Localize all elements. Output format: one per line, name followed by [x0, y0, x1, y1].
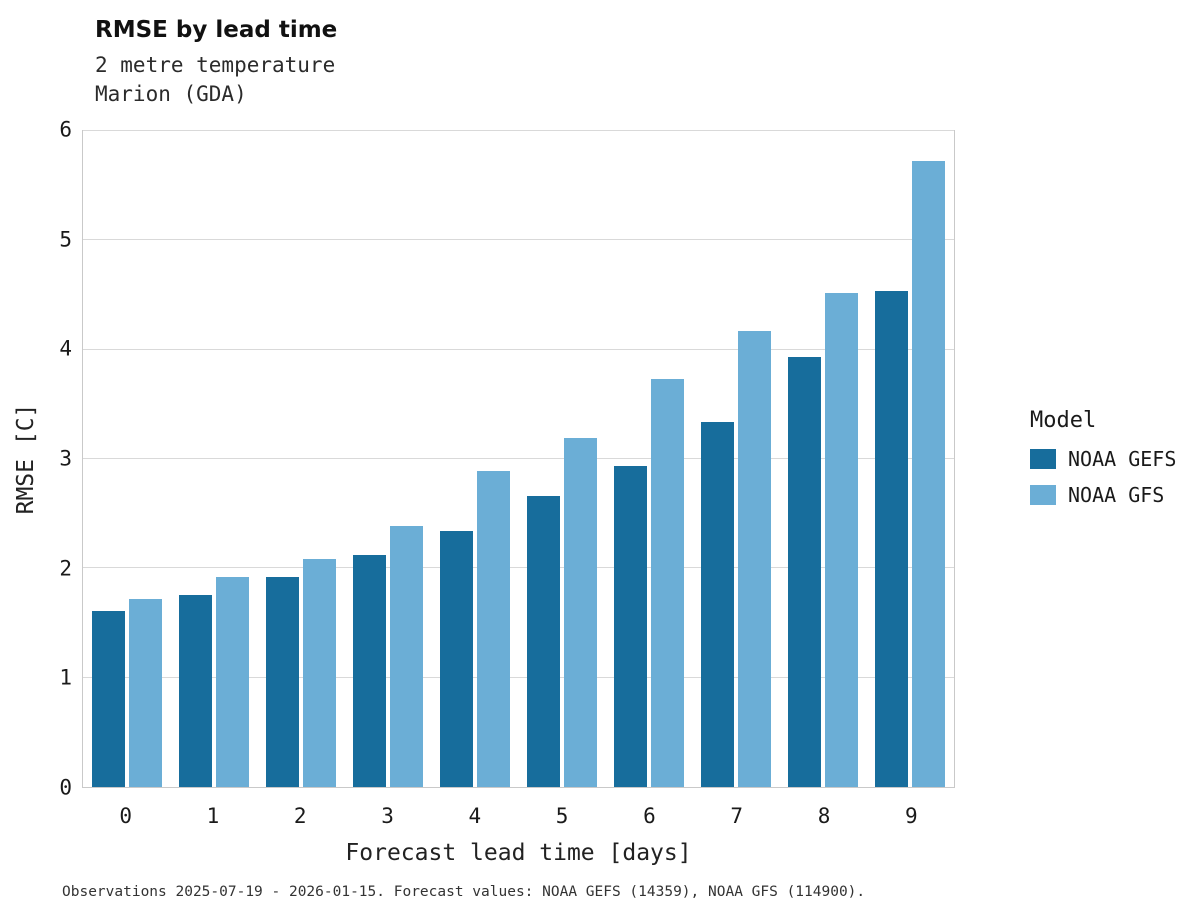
bar-noaa-gefs-lead-8	[788, 357, 822, 787]
bar-noaa-gfs-lead-2	[302, 558, 336, 787]
bar-noaa-gefs-lead-4	[439, 531, 473, 787]
chart-subtitle-location: Marion (GDA)	[95, 82, 247, 106]
y-tick-label-1: 1	[59, 665, 72, 690]
legend-title: Model	[1030, 408, 1097, 433]
bar-noaa-gfs-lead-9	[912, 160, 946, 787]
legend-swatch-noaa-gefs	[1030, 449, 1056, 469]
bar-group-lead-5	[518, 131, 605, 787]
x-tick-label-4: 4	[468, 804, 482, 828]
chart-legend: Model NOAA GEFS NOAA GFS	[1030, 408, 1195, 519]
chart-subtitle-variable: 2 metre temperature	[95, 53, 336, 77]
legend-label-noaa-gfs: NOAA GFS	[1068, 483, 1165, 507]
bar-group-lead-3	[344, 131, 431, 787]
gridline-y-3	[83, 458, 954, 459]
gridline-y-1	[83, 676, 954, 678]
legend-label-noaa-gefs: NOAA GEFS	[1068, 447, 1177, 471]
bar-noaa-gfs-lead-4	[476, 471, 510, 787]
legend-swatch-noaa-gfs	[1030, 485, 1056, 505]
bar-group-lead-7	[693, 131, 780, 787]
bar-noaa-gfs-lead-8	[825, 292, 859, 787]
y-tick-label-5: 5	[59, 227, 72, 252]
x-axis-ticks: 0 1 2 3 4 5 6 7 8 9	[82, 804, 955, 828]
gridline-y-5	[83, 239, 954, 241]
y-axis-title-text: RMSE [C]	[13, 403, 39, 515]
bar-group-lead-1	[170, 131, 257, 787]
bar-noaa-gefs-lead-7	[701, 421, 735, 787]
bar-group-lead-9	[867, 131, 954, 787]
y-tick-label-2: 2	[59, 556, 72, 581]
gridline-y-4	[83, 348, 954, 350]
y-tick-label-4: 4	[59, 336, 72, 361]
x-tick-label-3: 3	[381, 804, 394, 828]
bar-noaa-gfs-lead-6	[651, 379, 685, 787]
y-axis-ticks: 0 1 2 3 4 5 6	[38, 119, 72, 798]
chart-title: RMSE by lead time	[95, 17, 338, 43]
bar-noaa-gefs-lead-5	[527, 496, 561, 787]
bar-noaa-gfs-lead-3	[389, 525, 423, 787]
bar-noaa-gfs-lead-5	[564, 438, 598, 787]
bar-noaa-gfs-lead-7	[738, 331, 772, 787]
y-tick-label-3: 3	[59, 446, 72, 471]
bar-group-lead-8	[780, 131, 867, 787]
gridline-y-6	[83, 130, 954, 131]
gridline-y-2	[83, 567, 954, 569]
bar-group-lead-0	[83, 131, 170, 787]
x-tick-label-2: 2	[293, 804, 307, 828]
x-tick-label-5: 5	[555, 804, 569, 828]
legend-item-noaa-gefs: NOAA GEFS	[1030, 447, 1195, 471]
bar-noaa-gefs-lead-2	[265, 577, 299, 787]
x-tick-label-6: 6	[643, 804, 656, 828]
chart-caption: Observations 2025-07-19 - 2026-01-15. Fo…	[62, 884, 866, 900]
bar-noaa-gefs-lead-6	[614, 465, 648, 787]
bar-noaa-gefs-lead-0	[91, 610, 125, 787]
bar-noaa-gefs-lead-9	[875, 290, 909, 787]
x-tick-label-0: 0	[119, 804, 132, 828]
bar-group-lead-2	[257, 131, 344, 787]
x-tick-label-7: 7	[730, 804, 744, 828]
bar-groups	[83, 131, 954, 787]
y-tick-label-0: 0	[59, 775, 72, 800]
x-tick-label-1: 1	[206, 804, 220, 828]
bar-noaa-gefs-lead-3	[352, 555, 386, 787]
x-tick-label-8: 8	[817, 804, 831, 828]
legend-item-noaa-gfs: NOAA GFS	[1030, 483, 1195, 507]
bar-noaa-gefs-lead-1	[178, 594, 212, 787]
y-tick-label-6: 6	[59, 117, 72, 142]
bar-group-lead-4	[431, 131, 518, 787]
bar-noaa-gfs-lead-1	[215, 577, 249, 787]
bar-noaa-gfs-lead-0	[128, 598, 162, 787]
plot-area	[82, 130, 955, 788]
x-axis-title: Forecast lead time [days]	[345, 840, 692, 866]
x-tick-label-9: 9	[904, 804, 918, 828]
bar-group-lead-6	[606, 131, 693, 787]
